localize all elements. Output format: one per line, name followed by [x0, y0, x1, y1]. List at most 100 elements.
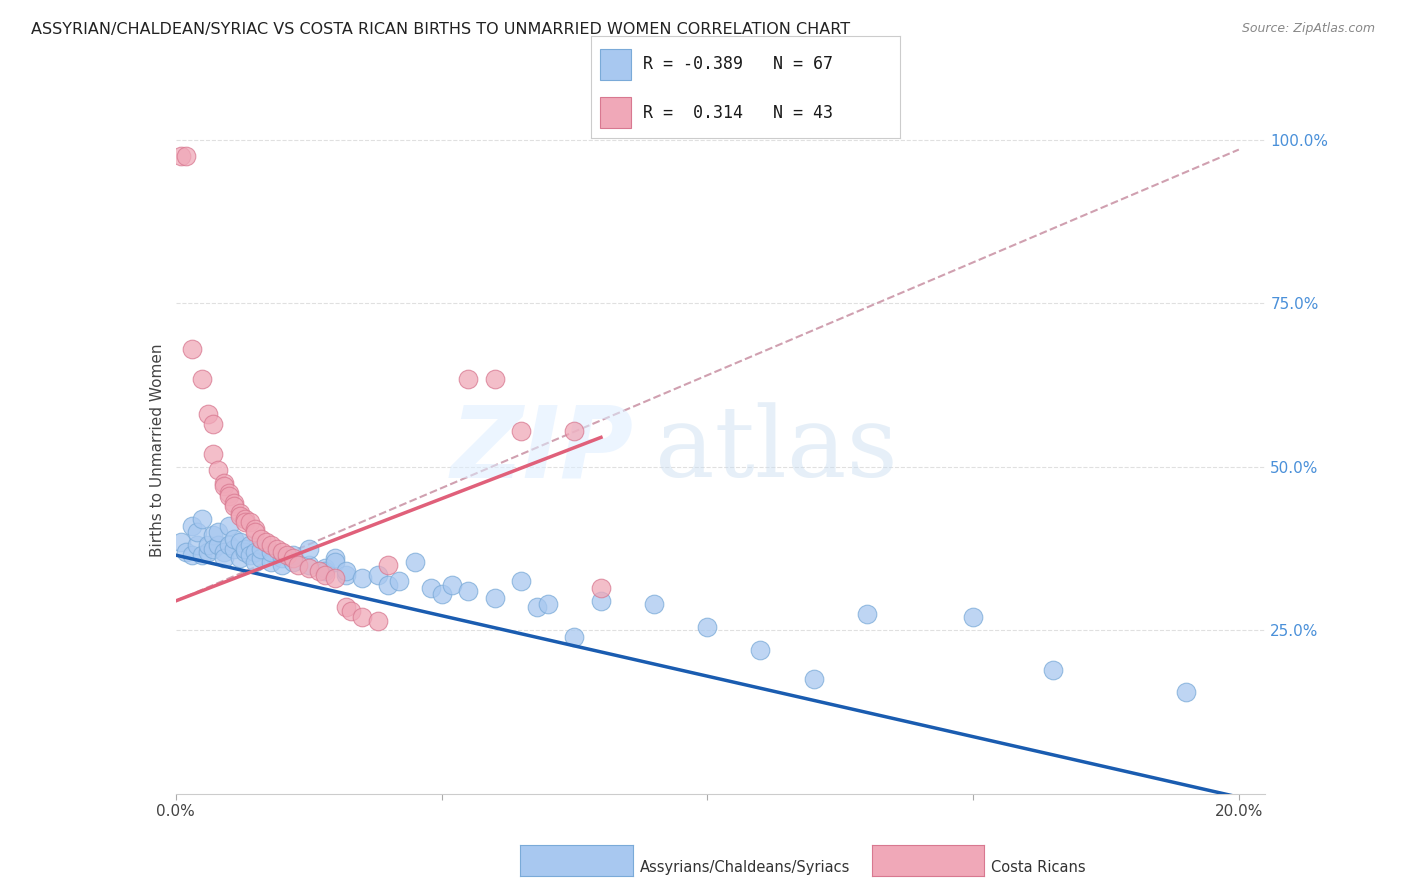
Point: [191, 512, 214, 526]
Text: ASSYRIAN/CHALDEAN/SYRIAC VS COSTA RICAN BIRTHS TO UNMARRIED WOMEN CORRELATION CH: ASSYRIAN/CHALDEAN/SYRIAC VS COSTA RICAN …: [31, 22, 851, 37]
Point: [212, 476, 235, 491]
Point: [260, 555, 283, 569]
Point: [224, 532, 246, 546]
Point: [271, 545, 294, 559]
Point: [197, 538, 219, 552]
Point: [239, 548, 262, 562]
Point: [457, 584, 479, 599]
Text: R =  0.314   N = 43: R = 0.314 N = 43: [643, 103, 834, 121]
Point: [254, 535, 277, 549]
Point: [298, 561, 321, 575]
Point: [245, 555, 267, 569]
Point: [510, 574, 533, 589]
Point: [224, 496, 246, 510]
Text: Costa Ricans: Costa Ricans: [991, 860, 1085, 874]
Point: [314, 561, 336, 575]
Point: [484, 371, 506, 385]
Point: [314, 567, 336, 582]
Point: [218, 538, 240, 552]
Point: [228, 551, 250, 566]
Point: [350, 571, 373, 585]
Point: [218, 489, 240, 503]
Point: [419, 581, 441, 595]
Text: ZIP: ZIP: [450, 402, 633, 499]
Point: [855, 607, 877, 621]
Point: [388, 574, 411, 589]
Point: [335, 600, 357, 615]
Point: [180, 548, 202, 562]
Point: [526, 600, 548, 615]
Point: [245, 525, 267, 540]
Point: [962, 610, 984, 624]
Point: [323, 551, 346, 566]
Point: [201, 447, 224, 461]
Point: [1174, 685, 1197, 699]
Point: [197, 408, 219, 422]
Point: [180, 518, 202, 533]
Point: [537, 597, 560, 611]
Text: atlas: atlas: [655, 402, 898, 499]
Point: [298, 558, 321, 572]
Point: [245, 545, 267, 559]
Point: [260, 545, 283, 559]
Point: [484, 591, 506, 605]
Point: [367, 567, 389, 582]
Point: [224, 541, 246, 556]
Point: [298, 541, 321, 556]
Point: [441, 577, 464, 591]
Point: [350, 610, 373, 624]
Point: [233, 541, 256, 556]
Point: [377, 558, 399, 572]
Point: [281, 551, 304, 566]
Point: [564, 424, 586, 438]
Point: [224, 499, 246, 513]
Point: [245, 522, 267, 536]
Point: [308, 565, 330, 579]
Point: [180, 342, 202, 356]
Point: [266, 541, 288, 556]
Point: [335, 565, 357, 579]
Point: [335, 567, 357, 582]
Point: [749, 643, 772, 657]
Point: [340, 604, 363, 618]
Point: [197, 545, 219, 559]
Point: [589, 581, 612, 595]
Point: [233, 545, 256, 559]
Point: [233, 516, 256, 530]
Point: [696, 620, 718, 634]
Point: [186, 525, 208, 540]
Point: [457, 371, 479, 385]
Text: Source: ZipAtlas.com: Source: ZipAtlas.com: [1241, 22, 1375, 36]
Point: [239, 538, 262, 552]
Point: [323, 571, 346, 585]
Point: [176, 545, 198, 559]
Point: [323, 555, 346, 569]
Point: [249, 541, 271, 556]
Point: [589, 594, 612, 608]
Point: [218, 518, 240, 533]
Point: [1042, 663, 1064, 677]
Point: [207, 538, 229, 552]
Point: [228, 508, 250, 523]
Point: [430, 587, 453, 601]
Point: [191, 371, 214, 385]
Point: [249, 532, 271, 546]
Point: [212, 545, 235, 559]
Text: R = -0.389   N = 67: R = -0.389 N = 67: [643, 55, 834, 73]
Text: Assyrians/Chaldeans/Syriacs: Assyrians/Chaldeans/Syriacs: [640, 860, 851, 874]
Point: [212, 551, 235, 566]
FancyBboxPatch shape: [600, 97, 631, 128]
Point: [212, 479, 235, 493]
Point: [260, 538, 283, 552]
Point: [271, 558, 294, 572]
Point: [377, 577, 399, 591]
Point: [191, 548, 214, 562]
Point: [314, 565, 336, 579]
Point: [228, 506, 250, 520]
Point: [170, 149, 193, 163]
Point: [233, 512, 256, 526]
Point: [271, 551, 294, 566]
Point: [367, 614, 389, 628]
Point: [281, 555, 304, 569]
Point: [404, 555, 426, 569]
